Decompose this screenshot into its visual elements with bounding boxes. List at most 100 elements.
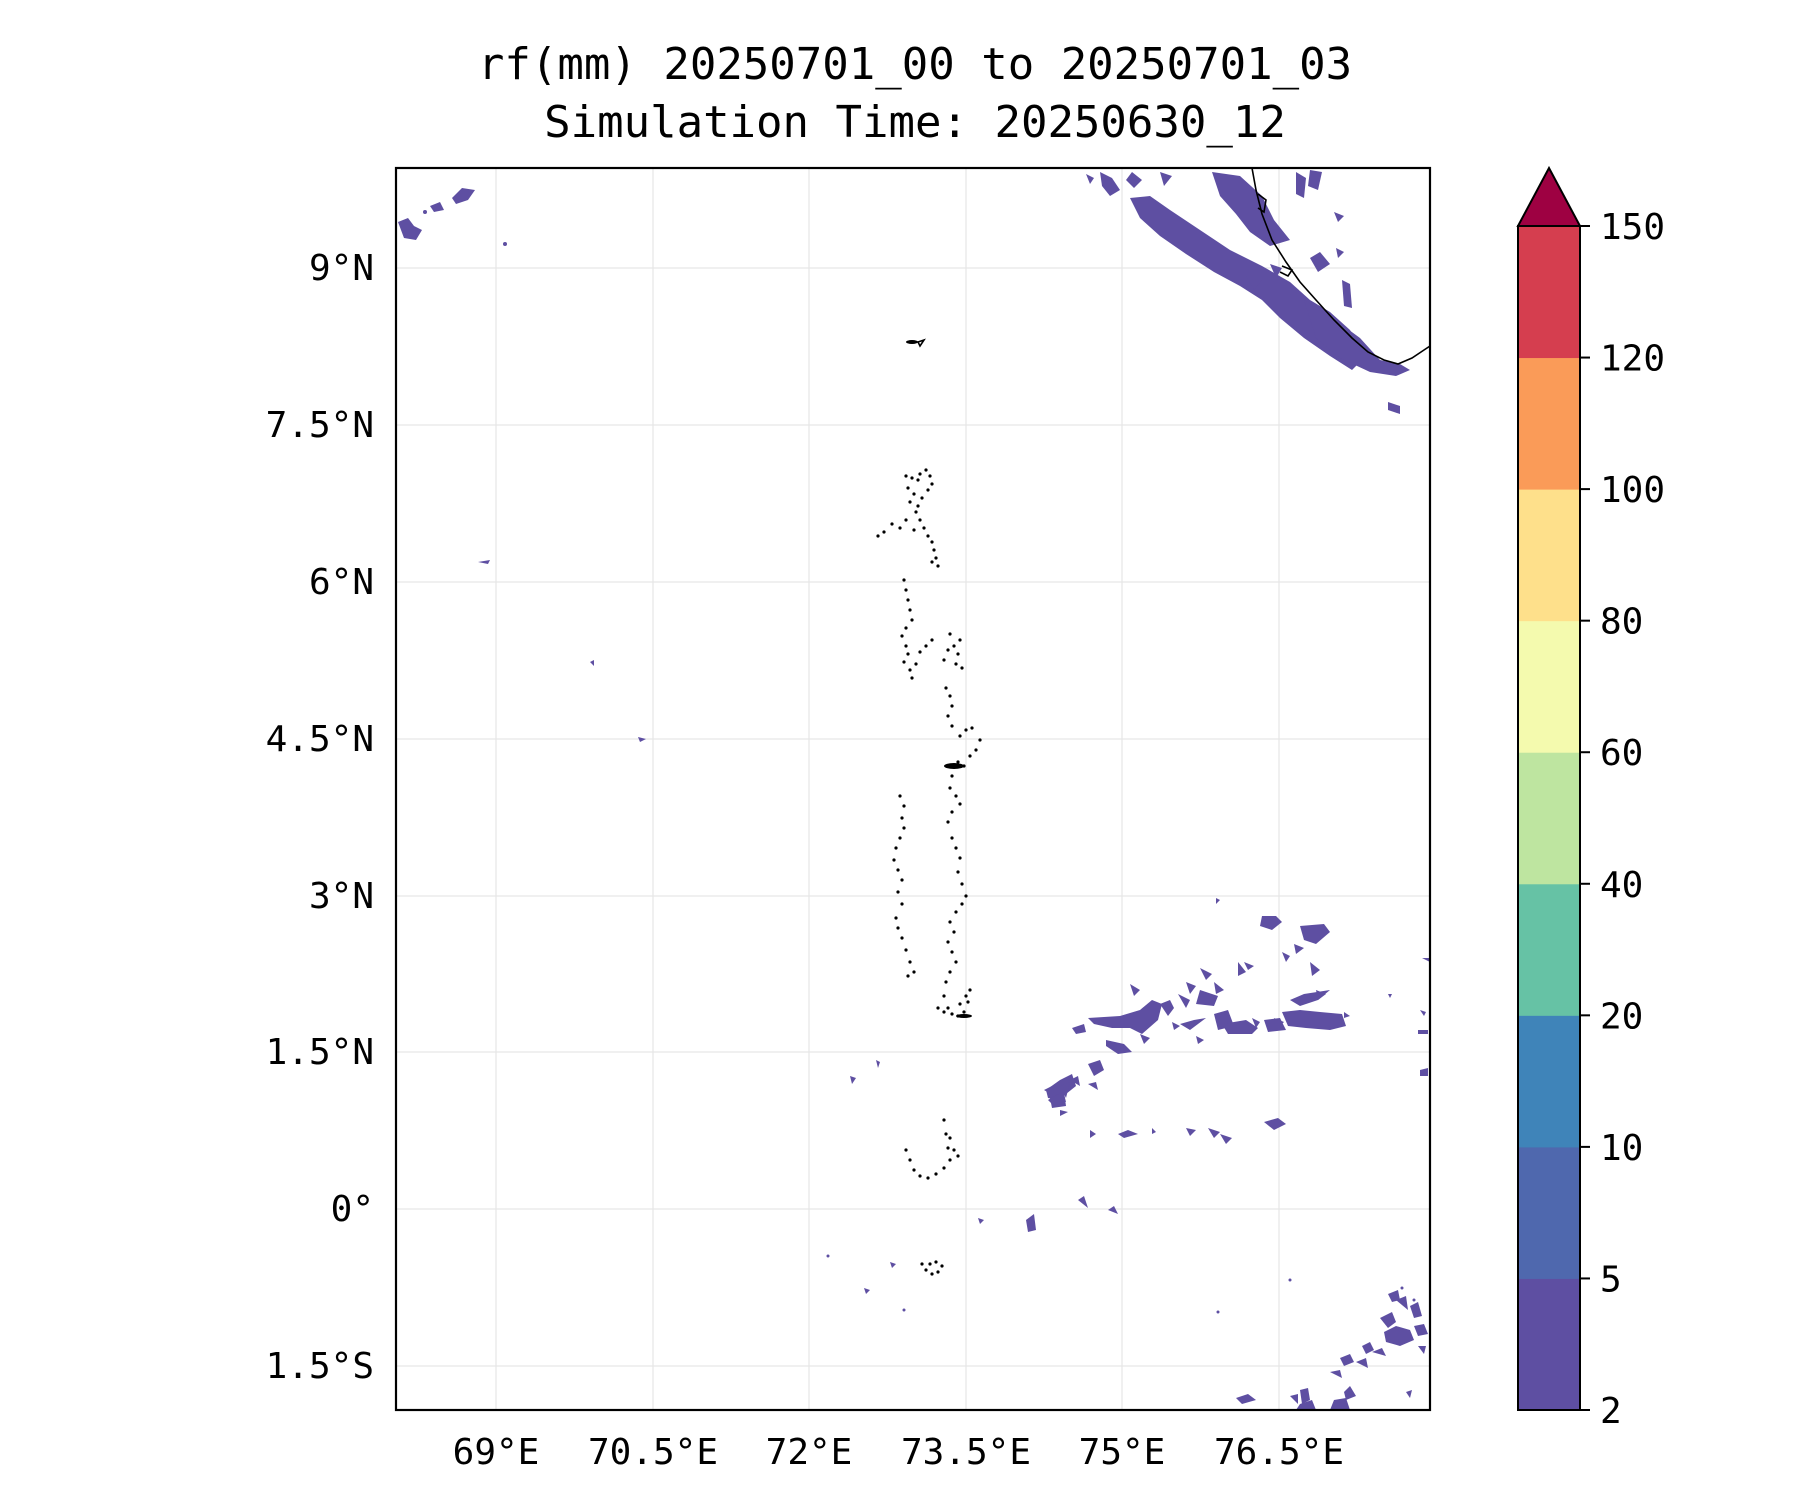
atoll-island-dot [932,548,936,552]
atoll-island-dot [918,472,922,476]
colorbar-swatch [1518,226,1580,359]
atoll-island-dot [894,916,898,920]
colorbar-tick-label: 100 [1600,470,1665,511]
atoll-island-dot [904,474,908,478]
lon-tick-label: 69°E [453,1432,540,1473]
atoll-island-dot [904,588,908,592]
atoll-island-dot [958,802,962,806]
atoll-island-dot [960,902,964,906]
lon-tick-label: 70.5°E [588,1432,718,1473]
lat-tick-label: 9°N [309,248,374,289]
atoll-island-dot [934,1172,938,1176]
colorbar-swatch [1518,883,1580,1016]
title-line-1: rf(mm) 20250701_00 to 20250701_03 [477,39,1353,90]
coastline [916,168,1430,365]
atoll-island-dot [946,940,950,944]
atoll-island-dot [926,534,930,538]
colorbar-swatch [1518,357,1580,490]
atoll-island-dot [912,1168,916,1172]
colorbar-tick-label: 60 [1600,733,1643,774]
atoll-island-dot [900,936,904,940]
atoll-island-dot [966,1000,970,1004]
atoll-island-dot [948,1136,952,1140]
colorbar-frame [1517,225,1581,1411]
atoll-island-dot [908,608,912,612]
atoll-island-dot [896,890,900,894]
atoll-island-dot [926,488,930,492]
island-mark [906,340,918,344]
atoll-island-dot [914,662,918,666]
atoll-island-dot [906,974,910,978]
colorbar-swatch [1518,752,1580,885]
atoll-island-dot [894,846,898,850]
atoll-island-dot [942,994,946,998]
atoll-island-dot [912,528,916,532]
atoll-island-dot [958,734,962,738]
atoll-island-dot [954,794,958,798]
atoll-island-dot [936,1270,940,1274]
atoll-island-dot [892,858,896,862]
atoll-island-dot [958,638,962,642]
colorbar-swatch [1518,1278,1580,1411]
rainfall-contours [398,170,1430,1410]
latitude-axis: 9°N 7.5°N 6°N 4.5°N 3°N 1.5°N 0° 1.5°S [266,248,374,1387]
atoll-island-dot [950,704,954,708]
colorbar-extend-max-triangle [1516,165,1582,227]
atoll-island-dot [948,970,952,974]
atoll-island-dot [916,478,920,482]
atoll-island-dot [944,1132,948,1136]
atoll-island-dot [930,540,934,544]
atoll-island-dot [930,482,934,486]
atoll-island-dot [906,652,910,656]
atoll-island-dot [918,1174,922,1178]
atoll-island-dot [934,556,938,560]
atoll-island-dot [904,948,908,952]
colorbar-tick-label: 5 [1600,1259,1622,1300]
atoll-island-dot [910,618,914,622]
atoll-island-dot [908,500,912,504]
atoll-islands [876,340,982,1276]
atoll-island-dot [912,492,916,496]
atoll-island-dot [926,1176,930,1180]
atoll-island-dot [936,1006,940,1010]
atoll-island-dot [958,1002,962,1006]
colorbar-tick-label: 150 [1600,207,1665,248]
atoll-island-dot [918,518,922,522]
atoll-island-dot [950,810,954,814]
atoll-island-dot [940,1264,944,1268]
atoll-island-dot [876,534,880,538]
atoll-island-dot [950,1012,954,1016]
atoll-island-dot [954,846,958,850]
map-panel [394,166,1432,1412]
atoll-island-dot [948,632,952,636]
atoll-island-dot [900,878,904,882]
atoll-island-dot [920,1262,924,1266]
atoll-island-dot [942,1010,946,1014]
atoll-island-dot [882,530,886,534]
lon-tick-label: 76.5°E [1214,1432,1344,1473]
lat-tick-label: 0° [331,1189,374,1230]
atoll-island-dot [942,658,946,662]
atoll-island-dot [952,644,956,648]
atoll-island-dot [946,648,950,652]
atoll-island-dot [962,1010,966,1014]
atoll-island-dot [978,738,982,742]
atoll-island-dot [946,820,950,824]
atoll-island-dot [904,626,908,630]
atoll-island-dot [950,724,954,728]
atoll-island-dot [910,676,914,680]
lon-tick-label: 75°E [1079,1432,1166,1473]
gridlines [396,168,1430,1410]
colorbar-tick-label: 80 [1600,602,1643,643]
atoll-island-dot [928,1262,932,1266]
atoll-island-dot [970,726,974,730]
atoll-island-dot [900,634,904,638]
atoll-island-dot [898,794,902,798]
atoll-island-dot [956,760,960,764]
atoll-island-dot [948,786,952,790]
atoll-island-dot [936,564,940,568]
atoll-island-dot [946,714,950,718]
colorbar-tick-label: 40 [1600,865,1643,906]
atoll-island-dot [896,868,900,872]
atoll-island-dot [920,496,924,500]
